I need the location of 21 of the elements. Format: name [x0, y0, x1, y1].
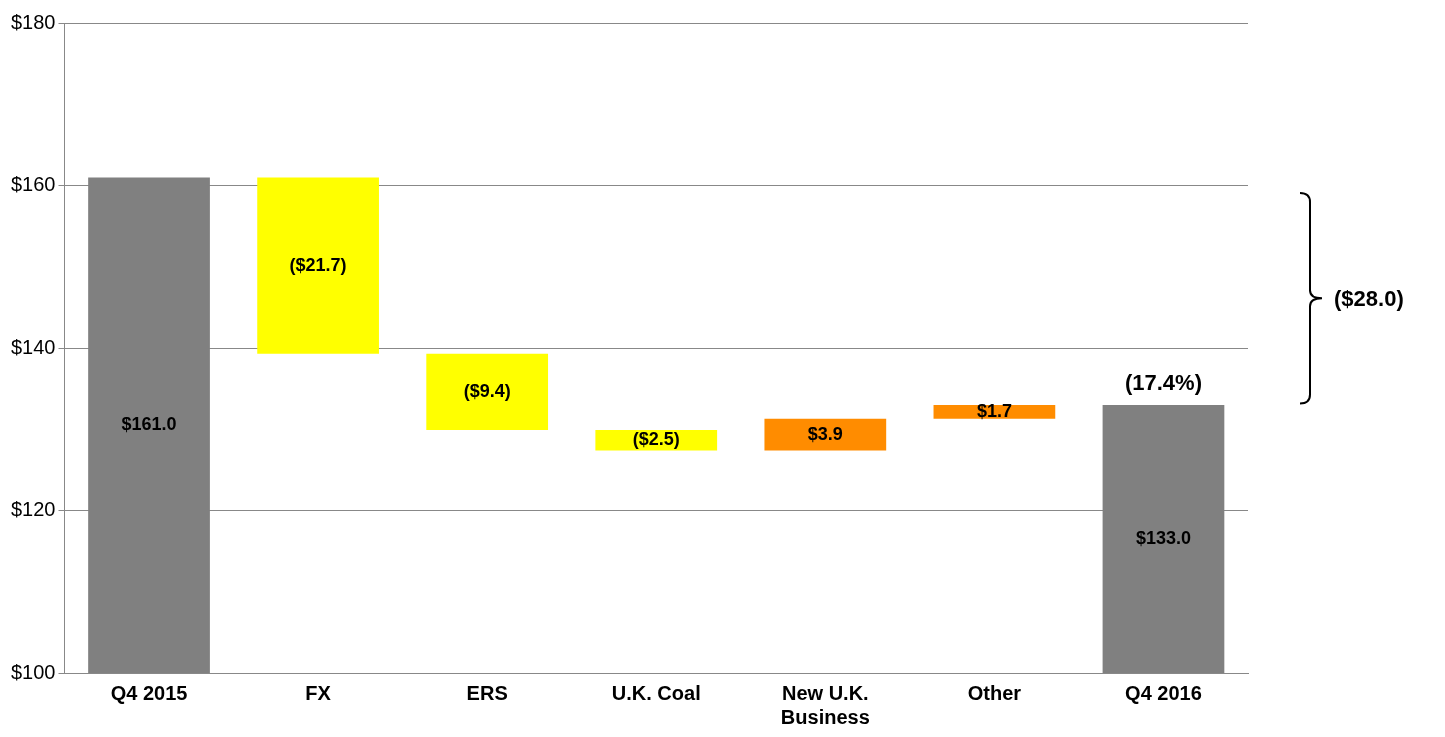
data-label: $161.0 — [121, 414, 177, 435]
x-tick-label: New U.K. Business — [780, 681, 870, 728]
text: ($28.0) — [1334, 285, 1404, 312]
y-tick-label: $180 — [10, 10, 56, 33]
y-tick-label: $160 — [10, 173, 56, 196]
data-label: $133.0 — [1135, 527, 1191, 548]
data-label: ($21.7) — [289, 254, 347, 275]
data-label: $3.9 — [807, 423, 843, 444]
data-label: ($9.4) — [463, 380, 511, 401]
data-label: $1.7 — [976, 400, 1012, 421]
data-label: ($2.5) — [632, 429, 680, 450]
y-tick-label: $100 — [10, 660, 56, 683]
x-tick-label: Q4 2016 — [1125, 681, 1202, 704]
y-tick-label: $140 — [10, 335, 56, 358]
x-tick-label: FX — [305, 681, 332, 704]
x-tick-label: Other — [967, 681, 1022, 704]
x-tick-label: ERS — [466, 681, 508, 704]
y-tick-label: $120 — [10, 498, 56, 521]
x-tick-label: U.K. Coal — [611, 681, 701, 704]
x-tick-label: Q4 2015 — [110, 681, 188, 704]
annotation: (17.4%) — [1124, 369, 1202, 395]
